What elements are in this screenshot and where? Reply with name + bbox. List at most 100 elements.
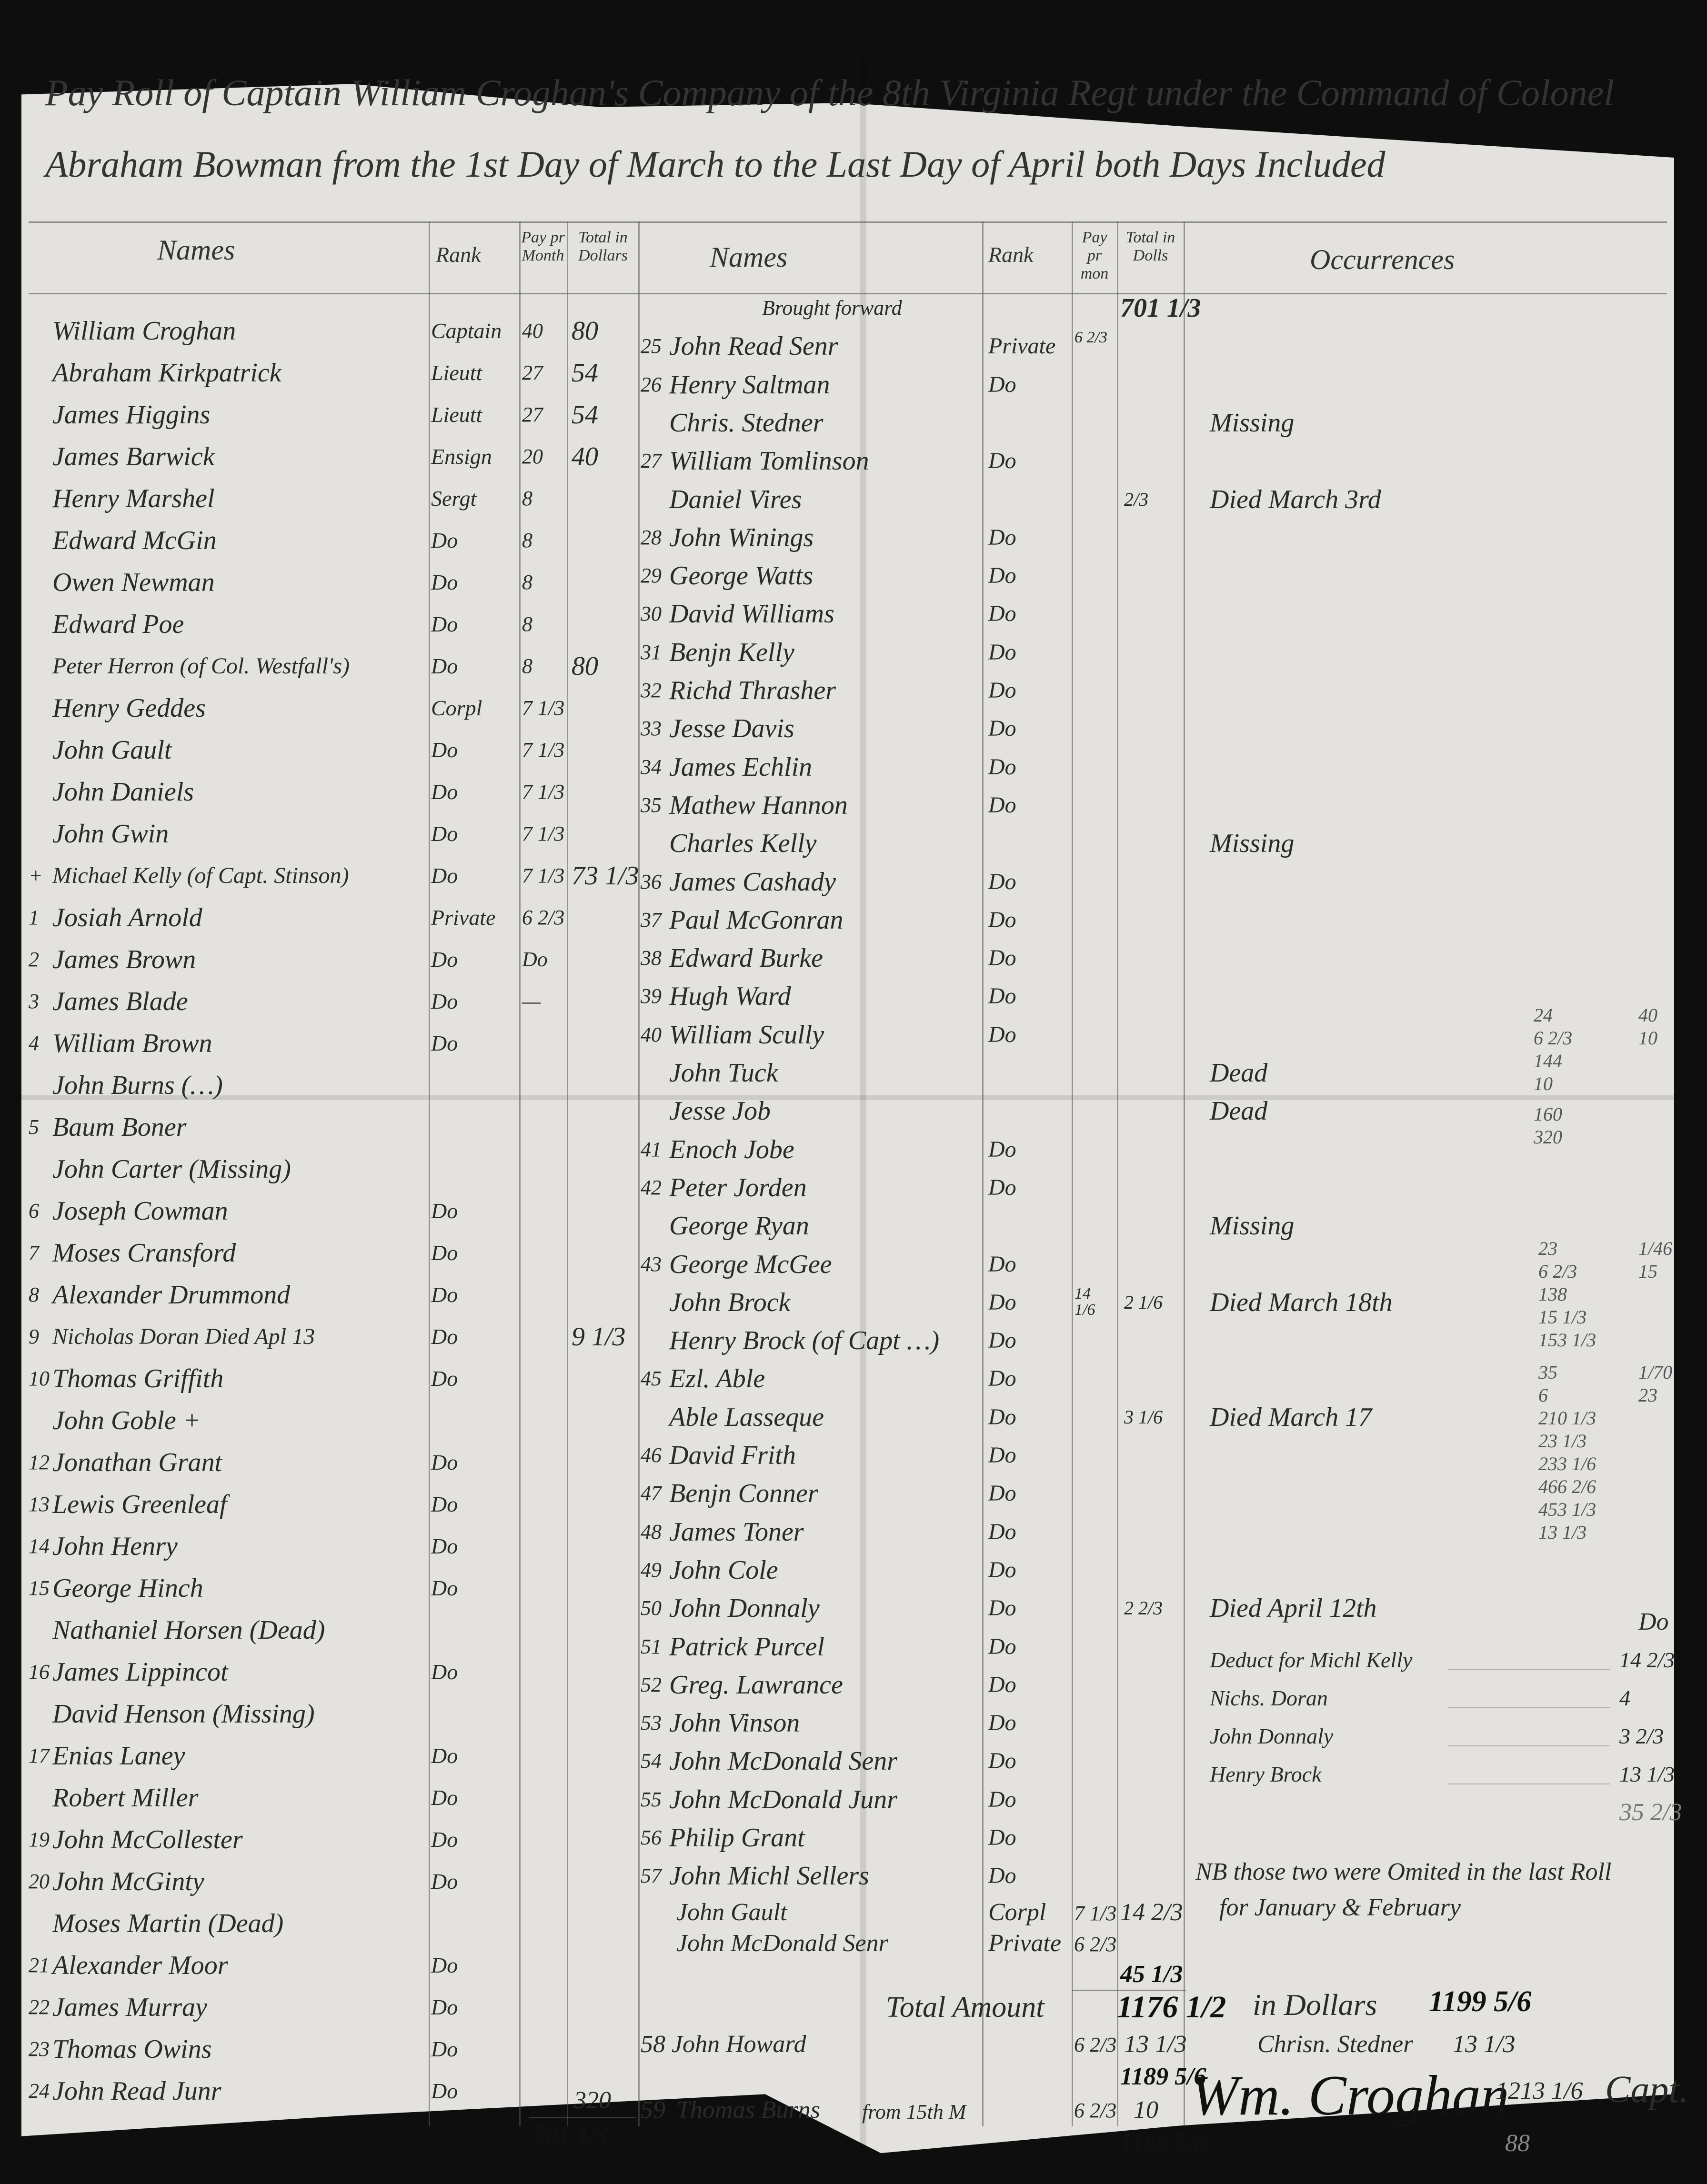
deduction-value: 14 2/3 bbox=[1619, 1648, 1675, 1672]
roll-row-right: 53 John Vinson Do bbox=[0, 1706, 1707, 1744]
pay-per-month: 14 1/6 bbox=[1074, 1284, 1095, 1319]
soldier-name: John McCollester bbox=[52, 1825, 243, 1854]
roll-row-left: James Higgins Lieutt 27 54 bbox=[0, 398, 1707, 436]
row-number: 51 bbox=[641, 1634, 662, 1658]
rank: Do bbox=[988, 792, 1016, 818]
soldier-name: Owen Newman bbox=[52, 568, 215, 597]
roll-row-right: 25 John Read Senr Private 6 2/3 bbox=[0, 330, 1707, 368]
soldier-name: Edward McGin bbox=[52, 526, 217, 555]
row-number: 39 bbox=[641, 984, 662, 1008]
row-number: 28 bbox=[641, 525, 662, 549]
total-rule bbox=[1072, 1990, 1186, 1991]
margin-calc-figure: 320 bbox=[1534, 1126, 1562, 1148]
roll-row-right: 55 John McDonald Junr Do bbox=[0, 1783, 1707, 1821]
soldier-name: Alexander Moor bbox=[52, 1951, 228, 1980]
row-number: 41 bbox=[641, 1137, 662, 1161]
extra-rank-burns: from 15th M bbox=[862, 2100, 966, 2124]
roll-row-right: 45 Ezl. Able Do bbox=[0, 1362, 1707, 1400]
roll-row-left: David Henson (Missing) bbox=[0, 1697, 1707, 1735]
stedner-label: Chrisn. Stedner bbox=[1257, 2031, 1413, 2058]
roll-row-left: 4 William Brown Do bbox=[0, 1027, 1707, 1065]
row-number: 4 bbox=[29, 1032, 39, 1055]
col-rule bbox=[1072, 221, 1073, 2126]
deduction-leader bbox=[1448, 1707, 1610, 1708]
roll-row-left: 19 John McCollester Do bbox=[0, 1823, 1707, 1861]
soldier-name: Henry Saltman bbox=[669, 370, 830, 400]
roll-row-right: 49 John Cole Do bbox=[0, 1553, 1707, 1592]
roll-row-right: 40 William Scully Do bbox=[0, 1018, 1707, 1056]
roll-row-left: John Burns (…) bbox=[0, 1069, 1707, 1107]
roll-row-left: Moses Martin (Dead) bbox=[0, 1907, 1707, 1945]
deduction-leader bbox=[1448, 1783, 1610, 1784]
pay-per-month: 8 bbox=[522, 529, 532, 552]
soldier-name: John Vinson bbox=[669, 1708, 800, 1738]
extra-pay-howard: 6 2/3 bbox=[1074, 2033, 1117, 2056]
roll-row-left: John Gwin Do 7 1/3 bbox=[0, 817, 1707, 855]
pay-per-month: 20 bbox=[522, 445, 543, 468]
occurrence: Missing bbox=[1210, 829, 1295, 859]
roll-row-left: Henry Geddes Corpl 7 1/3 bbox=[0, 691, 1707, 730]
soldier-name: David Williams bbox=[669, 599, 834, 629]
soldier-name: George Watts bbox=[669, 561, 813, 591]
rank: Do bbox=[431, 780, 458, 804]
roll-row-right: Chris. Stedner Missing bbox=[0, 406, 1707, 444]
total-dollars: 54 bbox=[572, 358, 598, 388]
rank: Do bbox=[431, 989, 458, 1013]
rank: Do bbox=[988, 1366, 1016, 1392]
soldier-name: John Cole bbox=[669, 1555, 778, 1585]
rank: Do bbox=[431, 947, 458, 972]
roll-row-right: 46 David Frith Do bbox=[0, 1439, 1707, 1477]
soldier-name: James Murray bbox=[52, 1993, 208, 2022]
soldier-name: John Read Senr bbox=[669, 331, 838, 361]
header-pay-right: Pay pr mon bbox=[1080, 229, 1109, 282]
rank: Do bbox=[988, 678, 1016, 703]
col-rule bbox=[638, 221, 640, 2126]
soldier-name: Josiah Arnold bbox=[52, 903, 202, 932]
roll-row-left: 13 Lewis Greenleaf Do bbox=[0, 1488, 1707, 1526]
margin-calc-figure: 24 bbox=[1534, 1004, 1553, 1026]
roll-row-left: John Gault Do 7 1/3 bbox=[0, 733, 1707, 771]
soldier-name: David Henson (Missing) bbox=[52, 1699, 315, 1729]
roll-row-right: 32 Richd Thrasher Do bbox=[0, 674, 1707, 712]
rank: Do bbox=[431, 654, 458, 678]
soldier-name: Chris. Stedner bbox=[669, 408, 823, 438]
rank: Do bbox=[431, 863, 458, 888]
rank: Do bbox=[988, 639, 1016, 665]
horizontal-fold bbox=[21, 1095, 1674, 1100]
rank: Do bbox=[988, 1825, 1016, 1850]
rank: Do bbox=[988, 1519, 1016, 1544]
soldier-name: Robert Miller bbox=[52, 1783, 199, 1813]
extra-name-mcdonald: John McDonald Senr bbox=[676, 1930, 888, 1957]
row-number: 43 bbox=[641, 1252, 662, 1276]
extra-pay-burns: 6 2/3 bbox=[1074, 2099, 1117, 2122]
soldier-name: John Brock bbox=[669, 1287, 791, 1317]
pay-per-month: — bbox=[522, 990, 541, 1013]
roll-row-left: John Goble + bbox=[0, 1404, 1707, 1442]
soldier-name: Abraham Kirkpatrick bbox=[52, 358, 281, 388]
roll-row-left: 22 James Murray Do bbox=[0, 1991, 1707, 2029]
row-number: 50 bbox=[641, 1596, 662, 1620]
total-dollars: 2/3 bbox=[1124, 488, 1149, 510]
occurrence: Dead bbox=[1210, 1058, 1268, 1088]
rank: Do bbox=[988, 945, 1016, 971]
roll-row-right: George Ryan Missing bbox=[0, 1209, 1707, 1247]
margin-calc-figure: 138 bbox=[1538, 1283, 1567, 1305]
margin-calc-figure: 1/46 bbox=[1638, 1238, 1673, 1259]
row-number: 46 bbox=[641, 1443, 662, 1467]
row-number: 21 bbox=[29, 1954, 50, 1977]
row-number: 47 bbox=[641, 1482, 662, 1505]
row-number: 42 bbox=[641, 1175, 662, 1199]
total-amount-value: 1176 1/2 bbox=[1117, 1990, 1226, 2024]
row-number: 22 bbox=[29, 1995, 50, 2019]
total-dollars: 80 bbox=[572, 651, 598, 681]
row-number: 45 bbox=[641, 1367, 662, 1391]
margin-calc-figure: 466 2/6 bbox=[1538, 1476, 1597, 1497]
row-number: 52 bbox=[641, 1673, 662, 1696]
roll-row-right: 43 George McGee Do bbox=[0, 1248, 1707, 1286]
occurrence: Missing bbox=[1210, 1211, 1295, 1241]
extra-rank-gault: Corpl bbox=[988, 1899, 1046, 1926]
soldier-name: James Brown bbox=[52, 945, 196, 974]
rank: Do bbox=[988, 1328, 1016, 1353]
roll-row-left: 5 Baum Boner bbox=[0, 1111, 1707, 1149]
soldier-name: John Daniels bbox=[52, 777, 194, 807]
